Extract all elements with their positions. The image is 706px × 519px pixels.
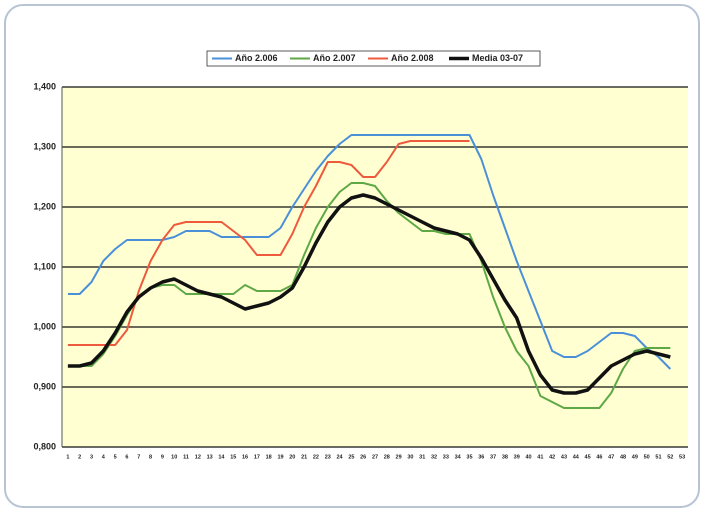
x-tick-label: 30 [407, 454, 413, 460]
x-tick-label: 31 [419, 454, 425, 460]
y-tick-label: 1,400 [33, 81, 56, 91]
x-tick-label: 39 [514, 454, 520, 460]
x-tick-label: 49 [632, 454, 638, 460]
x-tick-label: 14 [218, 454, 225, 460]
x-tick-label: 22 [313, 454, 319, 460]
x-tick-label: 13 [207, 454, 213, 460]
y-tick-label: 1,100 [33, 261, 56, 271]
x-tick-label: 38 [502, 454, 508, 460]
x-tick-label: 44 [573, 454, 580, 460]
x-tick-label: 34 [455, 454, 462, 460]
legend-label: Año 2.008 [391, 53, 434, 63]
x-tick-label: 37 [490, 454, 496, 460]
x-tick-label: 5 [114, 454, 117, 460]
y-tick-label: 1,000 [33, 321, 56, 331]
series-line [67, 182, 671, 409]
x-tick-label: 25 [348, 454, 354, 460]
x-tick-label: 15 [230, 454, 236, 460]
x-tick-label: 47 [608, 454, 614, 460]
x-tick-label: 20 [289, 454, 295, 460]
x-tick-label: 48 [620, 454, 626, 460]
x-tick-label: 29 [396, 454, 402, 460]
x-tick-label: 51 [655, 454, 661, 460]
x-tick-label: 7 [137, 454, 140, 460]
y-tick-label: 0,800 [33, 441, 56, 451]
x-tick-label: 2 [78, 454, 81, 460]
legend-label: Media 03-07 [472, 53, 523, 63]
legend-label: Año 2.007 [313, 53, 356, 63]
x-tick-label: 43 [561, 454, 567, 460]
x-tick-label: 36 [478, 454, 484, 460]
y-tick-label: 0,900 [33, 381, 56, 391]
x-tick-label: 4 [102, 454, 106, 460]
x-tick-label: 33 [443, 454, 449, 460]
x-tick-label: 11 [183, 454, 189, 460]
series-line [67, 193, 671, 395]
series-line [67, 134, 672, 370]
x-tick-label: 50 [644, 454, 650, 460]
x-tick-label: 41 [537, 454, 543, 460]
x-tick-label: 8 [149, 454, 152, 460]
x-tick-label: 9 [161, 454, 164, 460]
x-tick-label: 32 [431, 454, 437, 460]
x-tick-label: 35 [466, 454, 472, 460]
x-tick-label: 40 [525, 454, 531, 460]
x-tick-label: 26 [360, 454, 366, 460]
x-tick-label: 19 [277, 454, 283, 460]
x-tick-label: 27 [372, 454, 378, 460]
x-tick-label: 16 [242, 454, 248, 460]
x-tick-label: 45 [585, 454, 591, 460]
x-tick-label: 52 [667, 454, 673, 460]
x-tick-label: 18 [266, 454, 272, 460]
x-tick-label: 17 [254, 454, 260, 460]
x-tick-label: 23 [325, 454, 331, 460]
x-tick-label: 12 [195, 454, 201, 460]
x-tick-label: 10 [171, 454, 177, 460]
x-tick-label: 1 [66, 454, 69, 460]
x-tick-label: 3 [90, 454, 93, 460]
x-tick-label: 53 [679, 454, 685, 460]
x-tick-label: 46 [596, 454, 602, 460]
y-tick-label: 1,200 [33, 201, 56, 211]
x-tick-label: 24 [337, 454, 344, 460]
y-tick-label: 1,300 [33, 141, 56, 151]
x-tick-label: 28 [384, 454, 390, 460]
x-tick-label: 42 [549, 454, 555, 460]
x-tick-label: 6 [125, 454, 128, 460]
x-tick-label: 21 [301, 454, 307, 460]
legend-label: Año 2.006 [235, 53, 278, 63]
